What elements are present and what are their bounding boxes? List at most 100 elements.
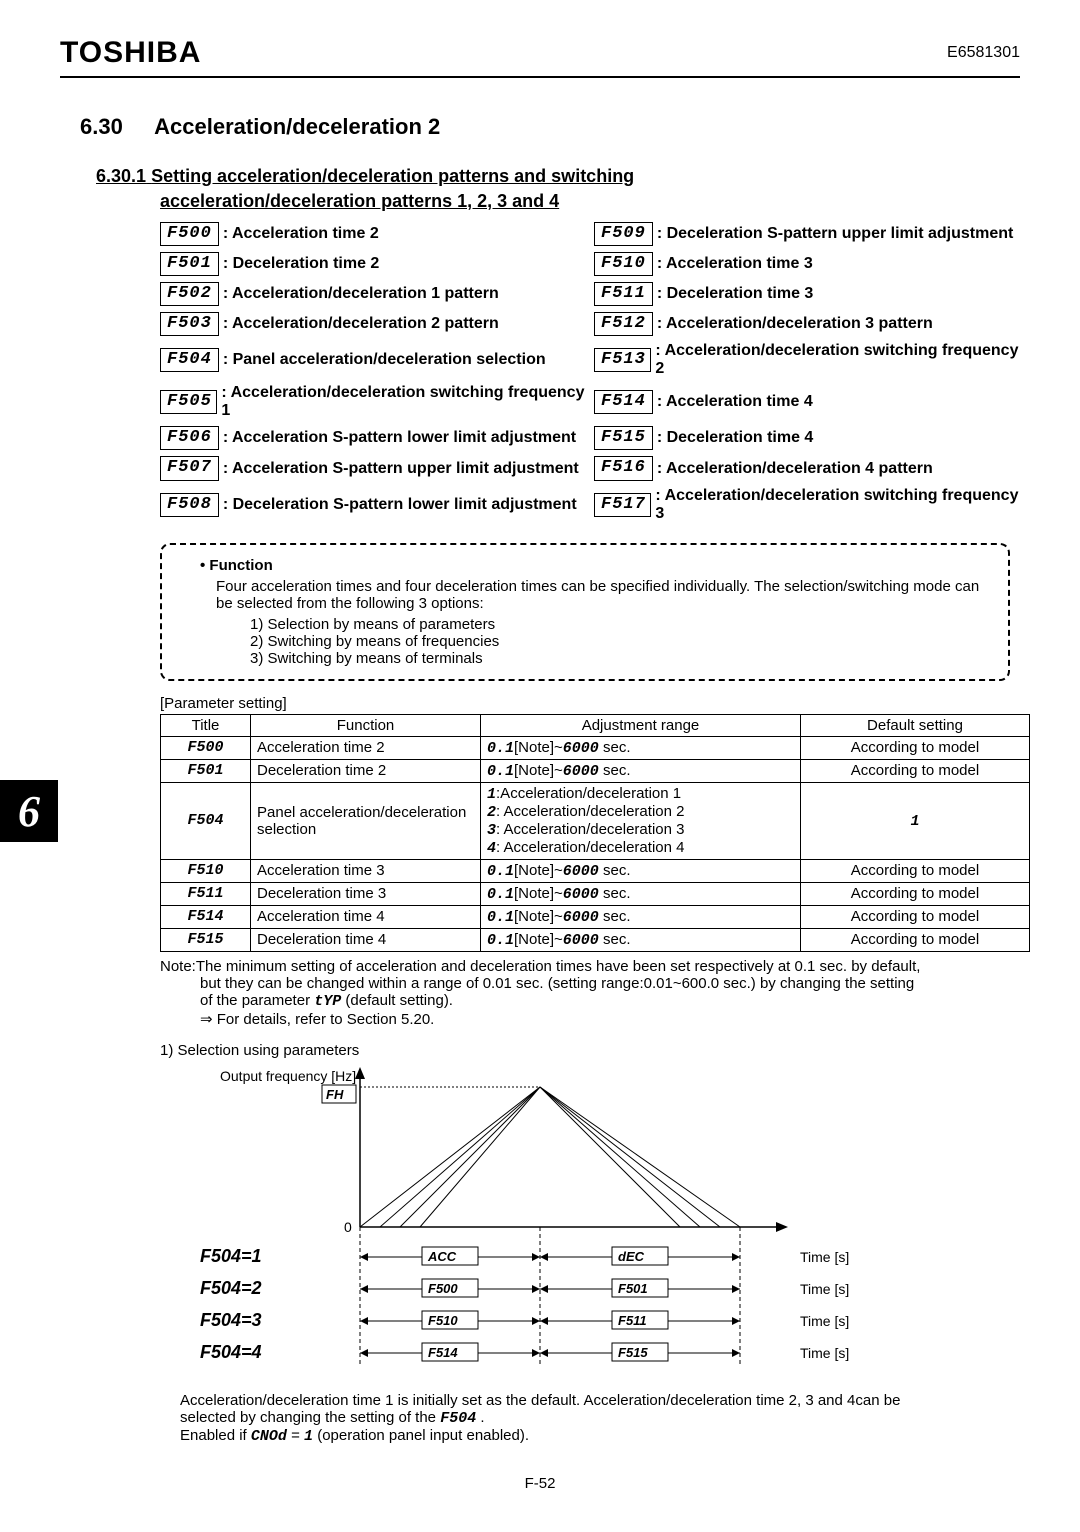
- param-code: F514: [594, 390, 653, 414]
- table-cell-default: According to model: [801, 928, 1030, 951]
- param-label: : Deceleration S-pattern upper limit adj…: [657, 225, 1014, 243]
- svg-text:F500: F500: [428, 1281, 458, 1296]
- svg-text:F504=2: F504=2: [200, 1278, 262, 1298]
- svg-text:Time [s]: Time [s]: [800, 1249, 849, 1265]
- table-header: Title: [161, 714, 251, 736]
- svg-text:F504=4: F504=4: [200, 1342, 262, 1362]
- param-label: : Acceleration time 3: [657, 255, 813, 273]
- note-l1: The minimum setting of acceleration and …: [196, 958, 921, 975]
- param-label: : Deceleration S-pattern lower limit adj…: [223, 496, 577, 514]
- svg-text:dEC: dEC: [618, 1249, 645, 1264]
- param-label: : Acceleration/deceleration switching fr…: [221, 384, 586, 420]
- chart-caption-l2b: .: [480, 1409, 484, 1426]
- section-title: 6.30 Acceleration/deceleration 2: [80, 114, 1020, 140]
- param-label: : Panel acceleration/deceleration select…: [223, 351, 546, 369]
- param-label: : Acceleration time 4: [657, 393, 813, 411]
- svg-text:Output frequency [Hz]: Output frequency [Hz]: [220, 1068, 356, 1084]
- svg-text:F504=3: F504=3: [200, 1310, 262, 1330]
- param-label: : Acceleration/deceleration switching fr…: [655, 487, 1020, 523]
- param-row: F516: Acceleration/deceleration 4 patter…: [594, 456, 1020, 480]
- param-row: F514: Acceleration time 4: [594, 384, 1020, 420]
- param-code: F512: [594, 312, 653, 336]
- param-code: F507: [160, 456, 219, 480]
- table-cell-range: 0.1[Note]~6000 sec.: [481, 859, 801, 882]
- chart-caption: Acceleration/deceleration time 1 is init…: [180, 1392, 1010, 1445]
- table-row: F501Deceleration time 20.1[Note]~6000 se…: [161, 759, 1030, 782]
- page-footer: F-52: [60, 1475, 1020, 1492]
- table-cell-code: F514: [161, 905, 251, 928]
- table-cell-range: 0.1[Note]~6000 sec.: [481, 736, 801, 759]
- table-cell-func: Acceleration time 2: [251, 736, 481, 759]
- param-row: F507: Acceleration S-pattern upper limit…: [160, 456, 586, 480]
- param-label: : Deceleration time 4: [657, 429, 814, 447]
- table-cell-default: According to model: [801, 736, 1030, 759]
- svg-text:0: 0: [344, 1219, 352, 1235]
- chart-caption-l3c: (operation panel input enabled).: [317, 1427, 529, 1444]
- chart-caption-l3b: =: [291, 1427, 304, 1444]
- param-code: F503: [160, 312, 219, 336]
- table-cell-default: According to model: [801, 859, 1030, 882]
- chart-caption-l1: Acceleration/deceleration time 1 is init…: [180, 1392, 1010, 1409]
- subsection-text: Setting acceleration/deceleration patter…: [151, 166, 634, 186]
- svg-text:F514: F514: [428, 1345, 458, 1360]
- function-options: 1) Selection by means of parameters2) Sw…: [250, 616, 990, 667]
- table-cell-default: According to model: [801, 882, 1030, 905]
- note-prefix: Note:: [160, 958, 196, 975]
- svg-text:F511: F511: [618, 1313, 647, 1328]
- function-option: 3) Switching by means of terminals: [250, 650, 990, 667]
- param-label: : Deceleration time 3: [657, 285, 814, 303]
- table-cell-range: 0.1[Note]~6000 sec.: [481, 905, 801, 928]
- table-row: F500Acceleration time 20.1[Note]~6000 se…: [161, 736, 1030, 759]
- param-row: F515: Deceleration time 4: [594, 426, 1020, 450]
- svg-text:F504=1: F504=1: [200, 1246, 262, 1266]
- param-row: F503: Acceleration/deceleration 2 patter…: [160, 312, 586, 336]
- param-label: : Acceleration/deceleration 1 pattern: [223, 285, 499, 303]
- table-cell-code: F510: [161, 859, 251, 882]
- param-code: F510: [594, 252, 653, 276]
- table-cell-range: 0.1[Note]~6000 sec.: [481, 759, 801, 782]
- param-label: : Acceleration time 2: [223, 225, 379, 243]
- table-cell-default: According to model: [801, 759, 1030, 782]
- param-row: F517: Acceleration/deceleration switchin…: [594, 487, 1020, 523]
- svg-text:F515: F515: [618, 1345, 648, 1360]
- param-row: F513: Acceleration/deceleration switchin…: [594, 342, 1020, 378]
- table-row: F511Deceleration time 30.1[Note]~6000 se…: [161, 882, 1030, 905]
- table-cell-func: Acceleration time 3: [251, 859, 481, 882]
- param-row: F500: Acceleration time 2: [160, 222, 586, 246]
- chapter-tab: 6: [0, 780, 58, 842]
- brand: TOSHIBA: [60, 36, 201, 70]
- param-label: : Acceleration S-pattern upper limit adj…: [223, 460, 579, 478]
- table-cell-range: 0.1[Note]~6000 sec.: [481, 882, 801, 905]
- param-row: F508: Deceleration S-pattern lower limit…: [160, 487, 586, 523]
- table-cell-code: F511: [161, 882, 251, 905]
- table-cell-func: Deceleration time 2: [251, 759, 481, 782]
- param-label: : Acceleration/deceleration 2 pattern: [223, 315, 499, 333]
- page-header: TOSHIBA E6581301: [60, 36, 1020, 78]
- table-cell-func: Acceleration time 4: [251, 905, 481, 928]
- param-code: F504: [160, 348, 219, 372]
- table-cell-func: Deceleration time 3: [251, 882, 481, 905]
- svg-text:Time [s]: Time [s]: [800, 1281, 849, 1297]
- table-cell-func: Panel acceleration/deceleration selectio…: [251, 782, 481, 859]
- table-cell-code: F501: [161, 759, 251, 782]
- subsection-number: 6.30.1: [96, 166, 146, 186]
- table-header: Function: [251, 714, 481, 736]
- svg-text:F501: F501: [618, 1281, 648, 1296]
- chart-caption-l3code2: 1: [304, 1428, 313, 1445]
- note-l3a: of the parameter: [200, 992, 314, 1009]
- table-cell-default: 1: [801, 782, 1030, 859]
- param-code: F509: [594, 222, 653, 246]
- param-label: : Acceleration/deceleration switching fr…: [655, 342, 1020, 378]
- chart: Output frequency [Hz]FH0F504=1ACCdECTime…: [180, 1067, 1020, 1382]
- selection-label: 1) Selection using parameters: [160, 1042, 1020, 1059]
- note-block: Note:The minimum setting of acceleration…: [160, 958, 1010, 1028]
- param-row: F505: Acceleration/deceleration switchin…: [160, 384, 586, 420]
- chart-caption-l2code: F504: [440, 1410, 476, 1427]
- param-row: F501: Deceleration time 2: [160, 252, 586, 276]
- param-label: : Acceleration S-pattern lower limit adj…: [223, 429, 576, 447]
- table-row: F515Deceleration time 40.1[Note]~6000 se…: [161, 928, 1030, 951]
- note-l4: ⇒ For details, refer to Section 5.20.: [200, 1010, 1010, 1028]
- parameter-list: F500: Acceleration time 2F509: Decelerat…: [160, 222, 1020, 529]
- param-code: F508: [160, 493, 219, 517]
- param-code: F513: [594, 348, 651, 372]
